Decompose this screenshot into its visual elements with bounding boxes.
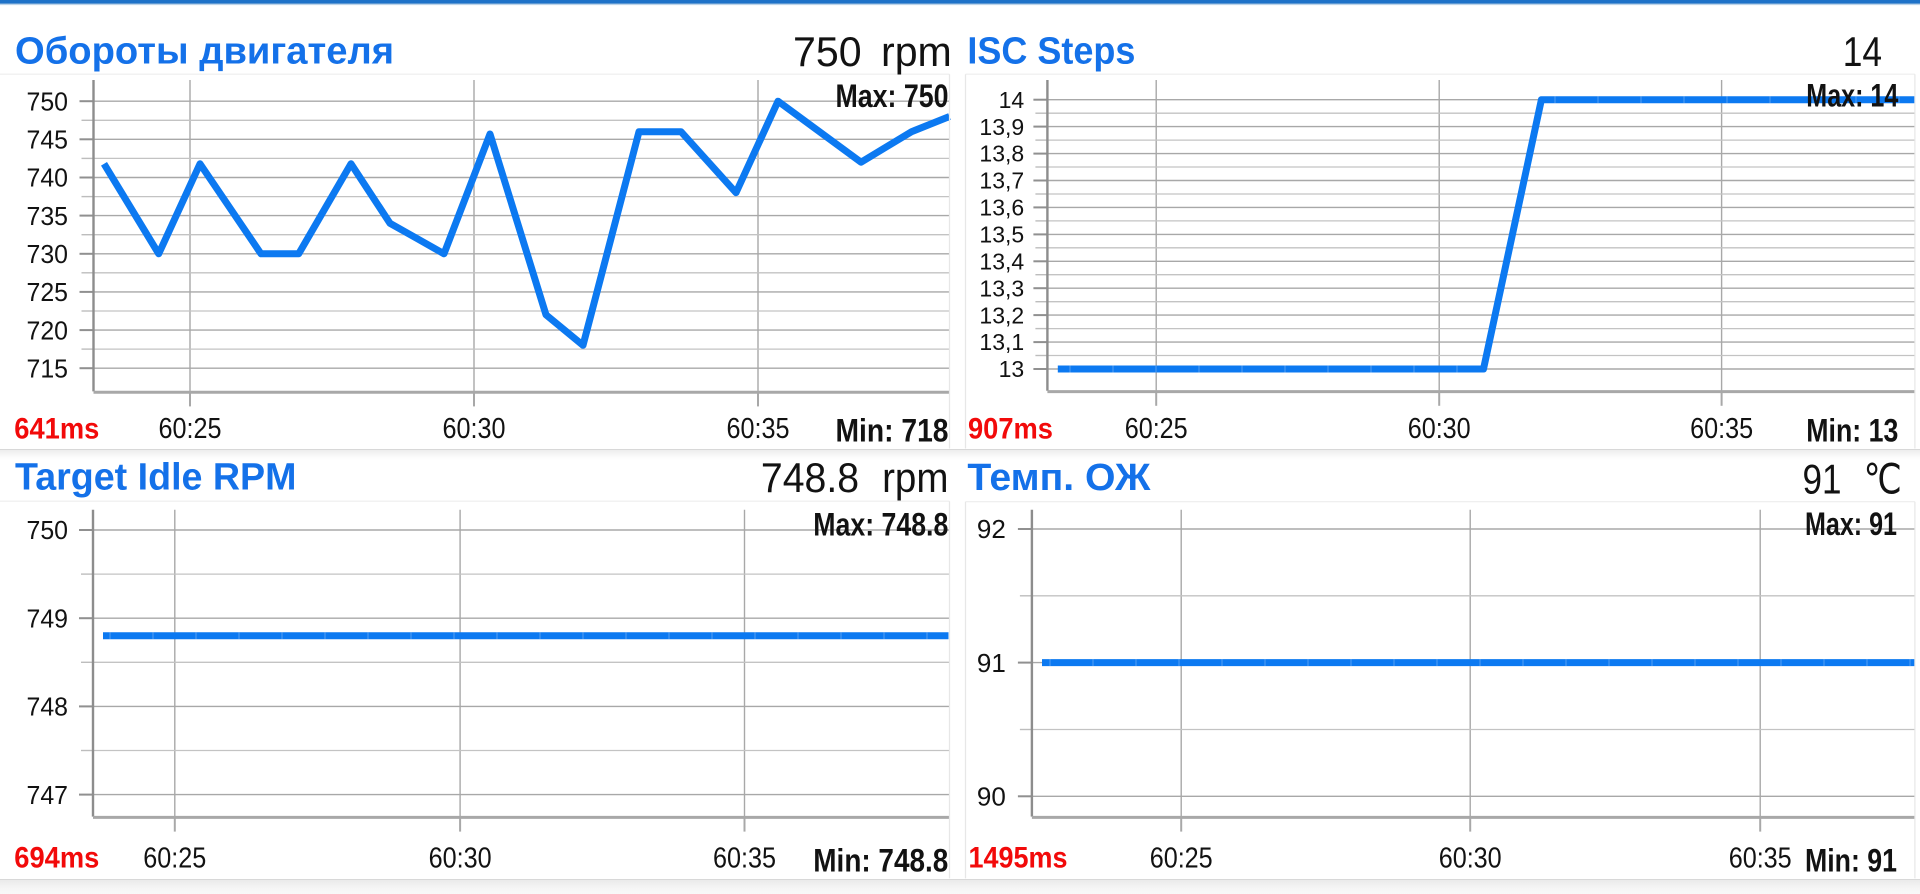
- svg-text:92: 92: [977, 514, 1006, 544]
- svg-text:747: 747: [27, 780, 69, 810]
- svg-text:13,6: 13,6: [979, 195, 1024, 221]
- svg-text:90: 90: [977, 782, 1006, 812]
- svg-text:641ms: 641ms: [14, 413, 99, 446]
- svg-text:Min: 718: Min: 718: [836, 413, 949, 449]
- svg-text:720: 720: [27, 315, 69, 345]
- svg-text:13,4: 13,4: [979, 248, 1024, 274]
- svg-text:60:30: 60:30: [1408, 413, 1471, 445]
- svg-text:60:25: 60:25: [1150, 842, 1213, 874]
- svg-text:60:25: 60:25: [159, 413, 222, 445]
- svg-text:ISC Steps: ISC Steps: [967, 31, 1135, 73]
- svg-text:Обороты двигателя: Обороты двигателя: [15, 31, 394, 73]
- svg-text:745: 745: [27, 125, 69, 155]
- svg-text:60:35: 60:35: [1690, 413, 1753, 445]
- svg-text:60:30: 60:30: [429, 842, 492, 874]
- svg-text:740: 740: [27, 163, 69, 193]
- svg-text:748.8: 748.8: [761, 454, 859, 501]
- svg-text:13,3: 13,3: [979, 275, 1024, 301]
- svg-text:13,8: 13,8: [979, 141, 1024, 167]
- svg-text:60:30: 60:30: [443, 413, 506, 445]
- svg-text:735: 735: [27, 201, 69, 231]
- svg-text:13,2: 13,2: [979, 302, 1024, 328]
- svg-text:14: 14: [1843, 28, 1882, 75]
- svg-text:694ms: 694ms: [14, 842, 99, 875]
- svg-text:Max: 748.8: Max: 748.8: [813, 506, 948, 542]
- svg-text:13,5: 13,5: [979, 222, 1024, 248]
- svg-text:750: 750: [27, 86, 69, 116]
- svg-text:Min: 748.8: Min: 748.8: [813, 842, 948, 878]
- svg-text:rpm: rpm: [882, 454, 948, 501]
- svg-text:Min: 13: Min: 13: [1806, 413, 1898, 449]
- svg-text:Max: 14: Max: 14: [1806, 78, 1898, 114]
- svg-text:60:25: 60:25: [1125, 413, 1188, 445]
- svg-text:Max: 750: Max: 750: [836, 78, 949, 114]
- svg-text:13: 13: [999, 356, 1025, 382]
- svg-text:60:35: 60:35: [1729, 842, 1792, 874]
- svg-text:Target Idle RPM: Target Idle RPM: [15, 457, 297, 499]
- svg-text:907ms: 907ms: [968, 413, 1053, 446]
- svg-text:rpm: rpm: [881, 28, 952, 75]
- svg-text:60:30: 60:30: [1439, 842, 1502, 874]
- svg-text:Min: 91: Min: 91: [1805, 842, 1897, 878]
- svg-text:750: 750: [27, 515, 69, 545]
- svg-text:13,9: 13,9: [979, 114, 1024, 140]
- svg-text:13,7: 13,7: [979, 168, 1024, 194]
- svg-text:715: 715: [27, 353, 69, 383]
- svg-text:60:25: 60:25: [143, 842, 206, 874]
- svg-text:91: 91: [977, 648, 1006, 678]
- svg-text:14: 14: [999, 87, 1025, 113]
- svg-text:Темп. ОЖ: Темп. ОЖ: [967, 457, 1151, 499]
- svg-text:℃: ℃: [1864, 456, 1902, 503]
- svg-text:750: 750: [793, 28, 862, 75]
- svg-text:91: 91: [1803, 456, 1842, 503]
- svg-text:60:35: 60:35: [727, 413, 790, 445]
- svg-text:748: 748: [27, 692, 69, 722]
- svg-text:730: 730: [27, 239, 69, 269]
- svg-text:749: 749: [27, 603, 69, 633]
- svg-text:725: 725: [27, 277, 69, 307]
- svg-text:13,1: 13,1: [979, 329, 1024, 355]
- svg-text:Max: 91: Max: 91: [1805, 506, 1897, 542]
- svg-text:60:35: 60:35: [713, 842, 776, 874]
- svg-text:1495ms: 1495ms: [969, 842, 1068, 875]
